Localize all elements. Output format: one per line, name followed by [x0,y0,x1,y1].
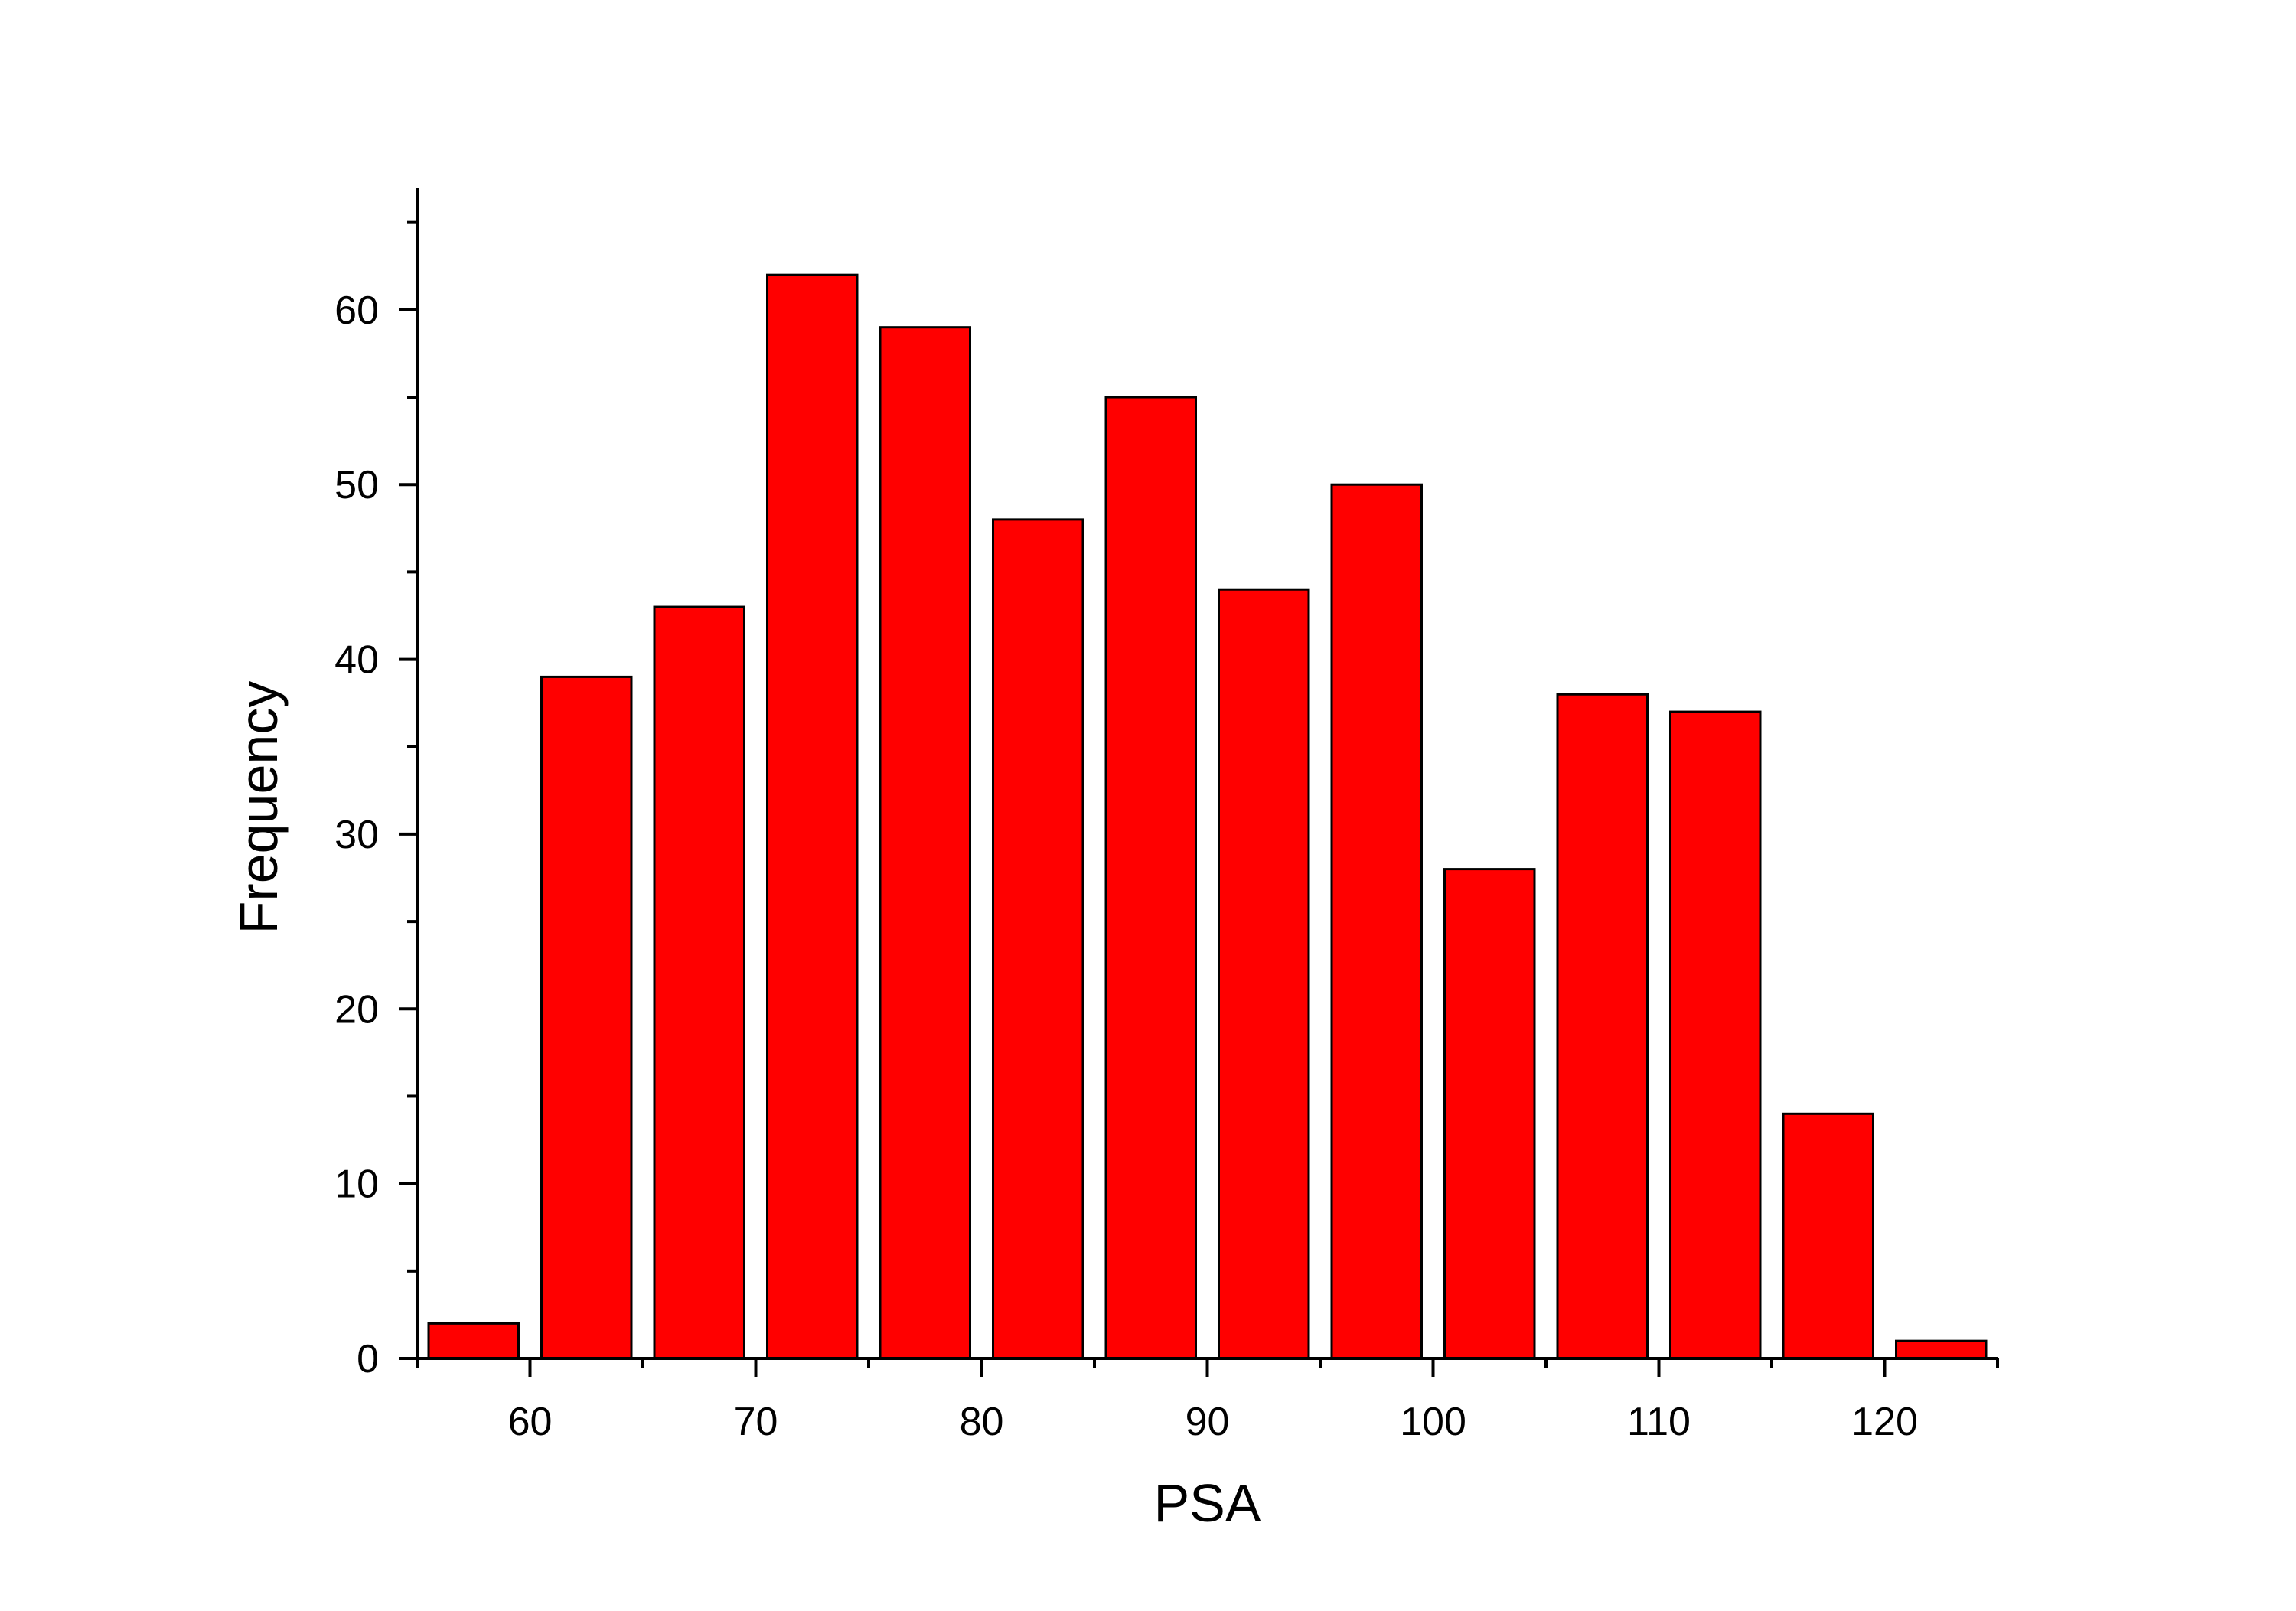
y-tick-label: 50 [334,463,379,507]
x-tick-label: 80 [960,1400,1004,1444]
x-tick-label: 110 [1627,1400,1691,1444]
x-tick-label: 120 [1851,1400,1918,1444]
ticks-layer: 0 10 20 30 40 50 60 60 70 80 90 100 110 120 [334,220,1999,1444]
bars-layer [427,273,1988,1360]
x-tick-label: 100 [1400,1400,1466,1444]
y-axis-title: Frequency [229,681,289,934]
y-tick-label: 60 [334,289,379,333]
histogram-bar [427,1322,520,1360]
histogram-bar [1782,1112,1874,1360]
y-tick-label: 30 [334,813,379,857]
x-tick-label: 90 [1186,1400,1230,1444]
y-tick-label: 20 [334,987,379,1032]
x-axis-title: PSA [1153,1473,1261,1533]
histogram-bar [1669,710,1762,1360]
histogram-bar [1443,868,1536,1360]
histogram-bar [879,326,971,1360]
histogram-bar [653,605,745,1360]
histogram-bar [1218,588,1310,1360]
histogram-bar [766,273,859,1360]
y-tick-label: 0 [357,1337,379,1381]
x-tick-label: 60 [508,1400,553,1444]
histogram-bar [1104,396,1197,1360]
y-tick-label: 10 [334,1163,379,1207]
histogram-bar [1895,1339,1988,1360]
histogram-bar [1330,483,1423,1360]
histogram-bar [1556,693,1649,1360]
x-tick-label: 70 [734,1400,778,1444]
histogram-bar [540,675,633,1360]
y-tick-label: 40 [334,638,379,683]
histogram-bar [992,518,1084,1360]
